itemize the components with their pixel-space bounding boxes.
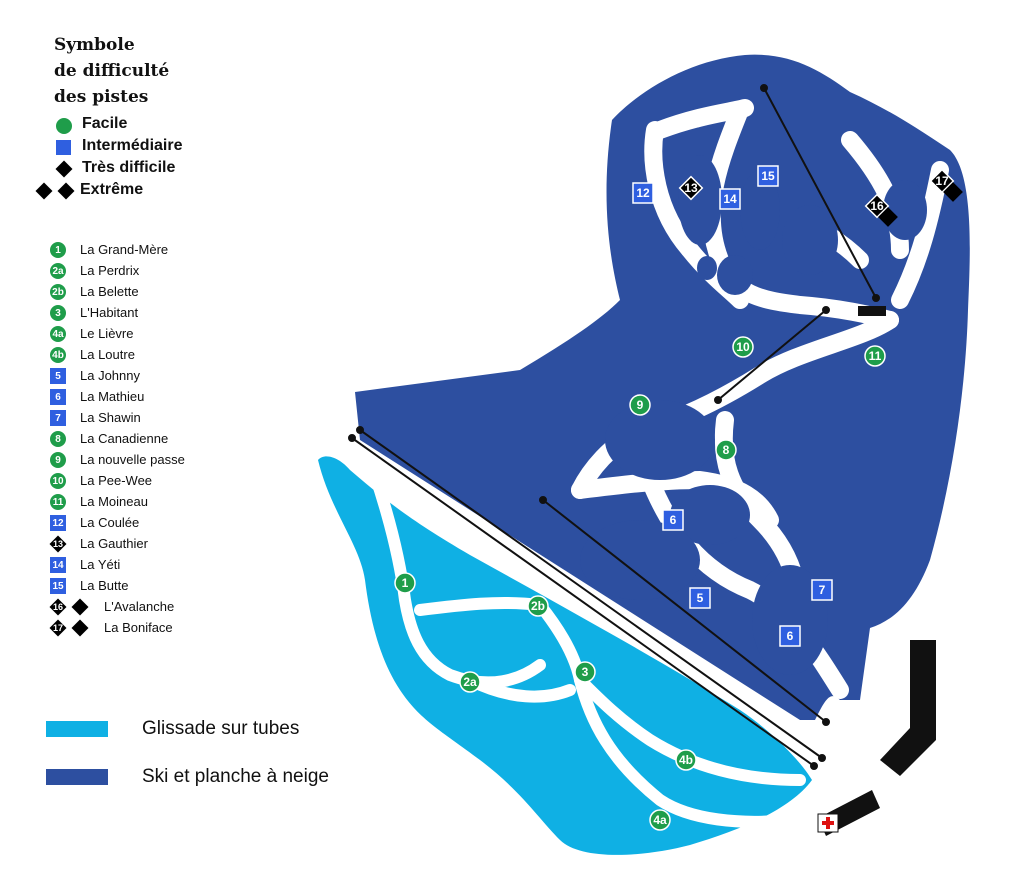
green-circle-icon: 11 xyxy=(50,494,66,510)
run-name: La Coulée xyxy=(80,515,140,530)
run-marker: 11 xyxy=(864,345,886,367)
green-circle-icon: 9 xyxy=(50,452,66,468)
svg-text:2b: 2b xyxy=(531,599,545,613)
svg-text:13: 13 xyxy=(684,181,698,195)
run-marker: 7 xyxy=(811,579,833,601)
run-marker: 8 xyxy=(715,439,737,461)
blue-square-icon: 6 xyxy=(50,389,66,405)
run-name: La Pee-Wee xyxy=(80,473,153,488)
run-name: La Moineau xyxy=(80,494,148,509)
green-circle-icon: 10 xyxy=(50,473,66,489)
run-marker: 6 xyxy=(779,625,801,647)
run-marker: 13 xyxy=(678,175,704,201)
run-name: La Yéti xyxy=(80,557,121,572)
run-name: La Mathieu xyxy=(80,389,145,404)
legend-title-line: des pistes xyxy=(54,87,149,107)
green-circle-icon: 4a xyxy=(50,326,66,342)
legend-title-line: Symbole xyxy=(54,35,135,55)
svg-text:6: 6 xyxy=(670,513,677,527)
green-circle-icon: 4b xyxy=(50,347,66,363)
run-name: La Boniface xyxy=(104,620,173,635)
svg-text:4b: 4b xyxy=(679,753,693,767)
run-name: La Johnny xyxy=(80,368,140,383)
blue-square-icon: 15 xyxy=(50,578,66,594)
ski-swatch xyxy=(46,769,108,785)
run-marker: 12 xyxy=(632,182,654,204)
svg-text:14: 14 xyxy=(723,192,737,206)
blue-square-icon: 14 xyxy=(50,557,66,573)
svg-text:12: 12 xyxy=(636,186,650,200)
ski-lifts xyxy=(348,84,880,770)
svg-text:1: 1 xyxy=(402,576,409,590)
legend-title: Symbole de difficulté des pistes xyxy=(54,32,169,110)
run-marker: 2b xyxy=(527,595,549,617)
run-marker: 3 xyxy=(574,661,596,683)
run-name: La Loutre xyxy=(80,347,135,362)
green-circle-icon: 3 xyxy=(50,305,66,321)
green-circle-icon xyxy=(56,118,72,134)
svg-text:11: 11 xyxy=(869,349,882,363)
tubes-swatch xyxy=(46,721,108,737)
run-marker: 14 xyxy=(719,188,741,210)
run-marker: 5 xyxy=(689,587,711,609)
run-marker: 10 xyxy=(732,336,754,358)
svg-text:9: 9 xyxy=(637,398,644,412)
run-marker: 4b xyxy=(675,749,697,771)
run-name: La Butte xyxy=(80,578,129,593)
run-name: La nouvelle passe xyxy=(80,452,185,467)
run-name: L'Habitant xyxy=(80,305,139,320)
green-circle-icon: 1 xyxy=(50,242,66,258)
legend-title-line: de difficulté xyxy=(54,61,170,81)
svg-text:16: 16 xyxy=(870,199,884,213)
run-marker: 16 xyxy=(864,193,898,227)
green-circle-icon: 8 xyxy=(50,431,66,447)
svg-text:15: 15 xyxy=(761,169,775,183)
svg-text:3: 3 xyxy=(582,665,589,679)
run-name: La Perdrix xyxy=(80,263,140,278)
svg-text:5: 5 xyxy=(697,591,704,605)
run-name: La Grand-Mère xyxy=(80,242,169,257)
run-marker: 9 xyxy=(629,394,651,416)
run-name: La Canadienne xyxy=(80,431,169,446)
chalet-building xyxy=(880,640,936,776)
run-marker: 4a xyxy=(649,809,671,831)
run-name: La Gauthier xyxy=(80,536,148,551)
blue-square-icon xyxy=(56,140,71,155)
svg-text:17: 17 xyxy=(935,174,949,188)
blue-square-icon: 12 xyxy=(50,515,66,531)
run-name: La Belette xyxy=(80,284,139,299)
blue-square-icon: 5 xyxy=(50,368,66,384)
svg-text:10: 10 xyxy=(736,340,750,354)
run-marker: 1 xyxy=(394,572,416,594)
svg-text:6: 6 xyxy=(787,629,794,643)
blue-square-icon: 7 xyxy=(50,410,66,426)
svg-text:7: 7 xyxy=(819,583,826,597)
run-marker: 15 xyxy=(757,165,779,187)
svg-text:2a: 2a xyxy=(463,675,477,689)
run-name: La Shawin xyxy=(80,410,141,425)
run-marker: 6 xyxy=(662,509,684,531)
ski-glades xyxy=(580,155,927,675)
green-circle-icon: 2a xyxy=(50,263,66,279)
run-name: L'Avalanche xyxy=(104,599,175,614)
tubing-runs xyxy=(369,469,806,828)
first-aid-building xyxy=(817,790,880,836)
run-name: Le Lièvre xyxy=(80,326,134,341)
green-circle-icon: 2b xyxy=(50,284,66,300)
svg-text:4a: 4a xyxy=(653,813,667,827)
run-marker: 2a xyxy=(459,671,481,693)
svg-text:8: 8 xyxy=(723,443,730,457)
lift-station-building xyxy=(858,306,886,316)
